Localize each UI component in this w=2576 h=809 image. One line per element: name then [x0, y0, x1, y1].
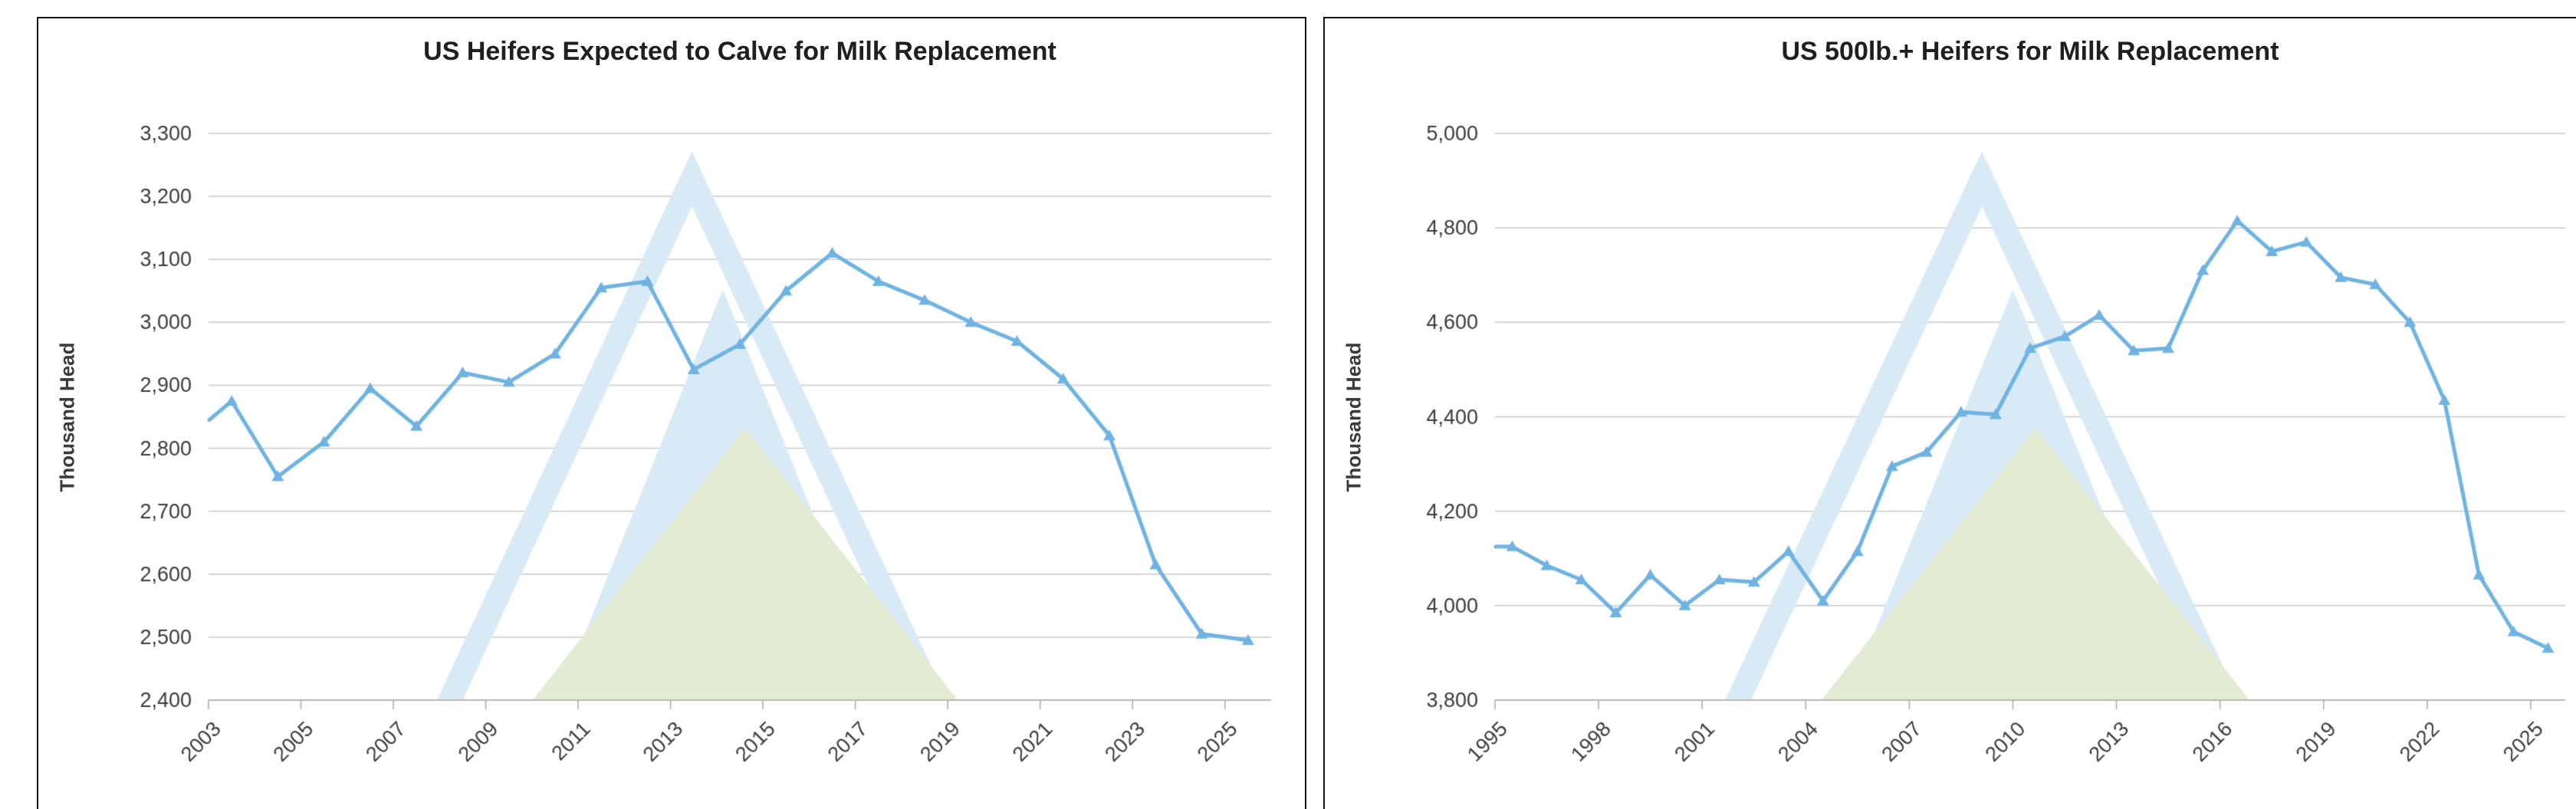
line-plot-canvas-500lb-heifers [1325, 18, 2576, 809]
chart-title: US Heifers Expected to Calve for Milk Re… [423, 37, 1056, 66]
y-axis-title: Thousand Head [1342, 342, 1365, 492]
chart-panel-heifers-expected-to-calve: US Heifers Expected to Calve for Milk Re… [37, 17, 1306, 809]
chart-title: US 500lb.+ Heifers for Milk Replacement [1781, 37, 2279, 66]
y-axis-title: Thousand Head [55, 342, 79, 492]
chart-panel-500lb-heifers: US 500lb.+ Heifers for Milk Replacement … [1323, 17, 2576, 809]
line-plot-canvas-heifers-expected [38, 18, 1305, 809]
